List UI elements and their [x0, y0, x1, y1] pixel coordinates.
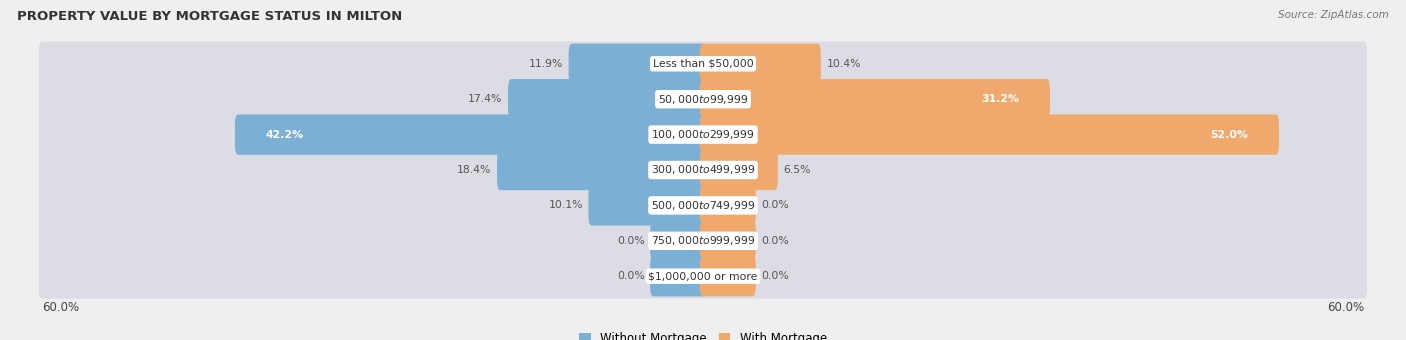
- Text: 11.9%: 11.9%: [529, 59, 564, 69]
- FancyBboxPatch shape: [589, 185, 706, 225]
- FancyBboxPatch shape: [568, 44, 706, 84]
- Text: 18.4%: 18.4%: [457, 165, 492, 175]
- FancyBboxPatch shape: [700, 115, 1279, 155]
- Text: $500,000 to $749,999: $500,000 to $749,999: [651, 199, 755, 212]
- Text: 10.4%: 10.4%: [827, 59, 860, 69]
- Text: Less than $50,000: Less than $50,000: [652, 59, 754, 69]
- Text: $100,000 to $299,999: $100,000 to $299,999: [651, 128, 755, 141]
- FancyBboxPatch shape: [39, 183, 1367, 228]
- Text: $300,000 to $499,999: $300,000 to $499,999: [651, 164, 755, 176]
- FancyBboxPatch shape: [39, 219, 1367, 263]
- FancyBboxPatch shape: [498, 150, 706, 190]
- Text: $750,000 to $999,999: $750,000 to $999,999: [651, 234, 755, 247]
- Text: 42.2%: 42.2%: [266, 130, 304, 140]
- FancyBboxPatch shape: [700, 150, 778, 190]
- Text: 0.0%: 0.0%: [762, 271, 789, 281]
- FancyBboxPatch shape: [650, 221, 706, 261]
- FancyBboxPatch shape: [650, 256, 706, 296]
- FancyBboxPatch shape: [700, 79, 1050, 119]
- Text: 60.0%: 60.0%: [1327, 301, 1364, 314]
- Text: 60.0%: 60.0%: [42, 301, 79, 314]
- Text: 52.0%: 52.0%: [1211, 130, 1249, 140]
- FancyBboxPatch shape: [235, 115, 706, 155]
- Text: 6.5%: 6.5%: [783, 165, 811, 175]
- FancyBboxPatch shape: [39, 148, 1367, 192]
- Text: 0.0%: 0.0%: [762, 236, 789, 246]
- FancyBboxPatch shape: [508, 79, 706, 119]
- Text: 0.0%: 0.0%: [762, 200, 789, 210]
- Text: 31.2%: 31.2%: [981, 94, 1019, 104]
- FancyBboxPatch shape: [39, 254, 1367, 299]
- Text: $50,000 to $99,999: $50,000 to $99,999: [658, 93, 748, 106]
- FancyBboxPatch shape: [39, 41, 1367, 86]
- Text: Source: ZipAtlas.com: Source: ZipAtlas.com: [1278, 10, 1389, 20]
- Text: 10.1%: 10.1%: [548, 200, 583, 210]
- Text: 17.4%: 17.4%: [468, 94, 502, 104]
- Legend: Without Mortgage, With Mortgage: Without Mortgage, With Mortgage: [574, 328, 832, 340]
- FancyBboxPatch shape: [39, 77, 1367, 121]
- FancyBboxPatch shape: [700, 44, 821, 84]
- FancyBboxPatch shape: [700, 185, 756, 225]
- Text: 0.0%: 0.0%: [617, 271, 644, 281]
- Text: PROPERTY VALUE BY MORTGAGE STATUS IN MILTON: PROPERTY VALUE BY MORTGAGE STATUS IN MIL…: [17, 10, 402, 23]
- FancyBboxPatch shape: [39, 112, 1367, 157]
- FancyBboxPatch shape: [700, 256, 756, 296]
- Text: $1,000,000 or more: $1,000,000 or more: [648, 271, 758, 281]
- Text: 0.0%: 0.0%: [617, 236, 644, 246]
- FancyBboxPatch shape: [700, 221, 756, 261]
